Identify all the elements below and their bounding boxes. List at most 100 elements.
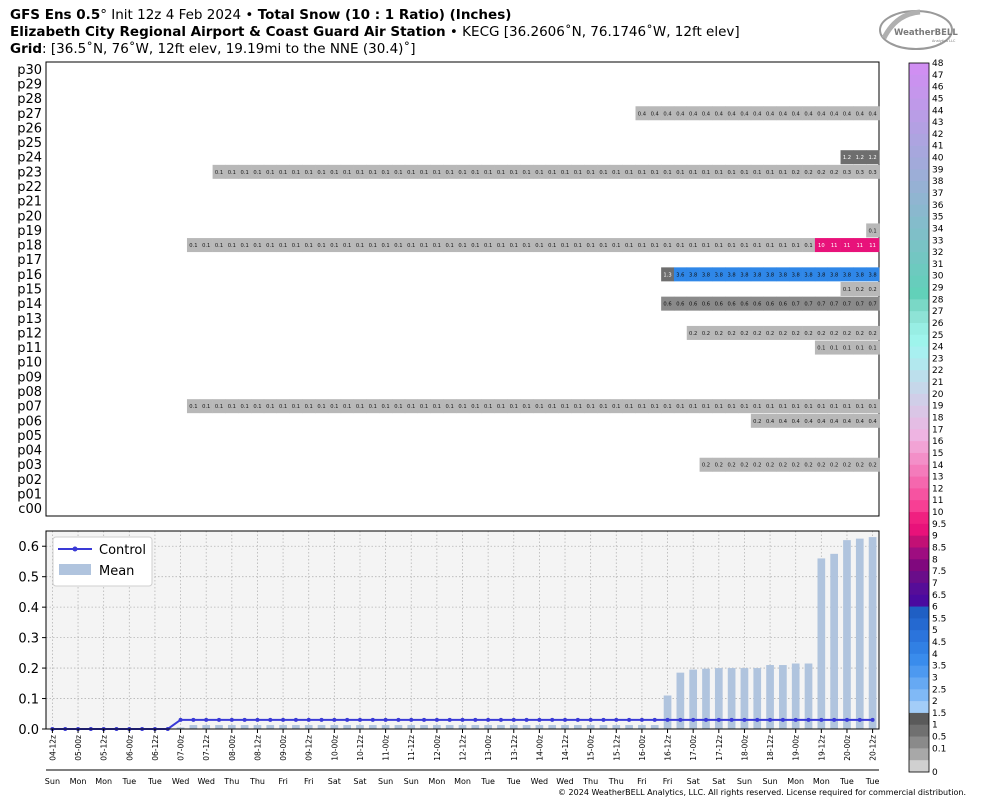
cell-p23-23: [340, 164, 354, 179]
cell-p16-51: [699, 267, 713, 282]
cell-p23-46: [635, 164, 649, 179]
x-tick-label-30: 12-00z: [433, 735, 442, 761]
cell-value-p18-19: 0.1: [292, 243, 300, 249]
cell-value-p06-64: 0.4: [868, 419, 877, 425]
mean-bar-53: [727, 668, 736, 729]
mean-bar-39: [548, 725, 557, 729]
cell-p27-55: [750, 106, 764, 121]
control-point-28: [409, 717, 414, 722]
control-point-45: [627, 717, 632, 722]
cell-value-p18-43: 0.1: [599, 243, 607, 249]
control-point-19: [293, 717, 298, 722]
cell-p14-48: [661, 296, 675, 311]
member-label-p15: p15: [17, 283, 42, 298]
cell-value-p27-60: 0.4: [817, 111, 826, 117]
x-tick-label-56: 18-12z: [766, 735, 775, 761]
cell-p03-58: [789, 457, 803, 472]
mean-bar-36: [509, 725, 518, 729]
cell-value-p14-64: 0.7: [868, 302, 876, 308]
member-label-p04: p04: [17, 444, 42, 459]
mean-bar-22: [330, 725, 339, 729]
colorbar-label-44: 7: [932, 579, 938, 589]
cell-p07-35: [494, 399, 508, 414]
cell-value-p07-59: 0.1: [804, 404, 812, 410]
cell-p12-61: [827, 325, 841, 340]
member-label-p29: p29: [17, 77, 42, 92]
cell-value-p14-56: 0.6: [766, 302, 774, 308]
cell-value-p23-53: 0.1: [727, 170, 735, 176]
cell-p16-64: [866, 267, 880, 282]
cell-p03-64: [866, 457, 880, 472]
cell-p27-48: [661, 106, 675, 121]
x-tick-label-22: 10-00z: [330, 735, 339, 761]
bullet-separator: •: [245, 7, 254, 23]
cell-p18-37: [520, 238, 534, 253]
colorbar-swatch-43: [909, 571, 929, 584]
cell-p18-35: [494, 238, 508, 253]
cell-value-p23-17: 0.1: [266, 170, 274, 176]
cell-value-p03-53: 0.2: [727, 463, 735, 469]
cell-p23-26: [379, 164, 393, 179]
colorbar-swatch-54: [909, 701, 929, 714]
mean-bar-45: [625, 725, 633, 729]
cell-p12-59: [802, 325, 816, 340]
control-point-29: [422, 717, 427, 722]
member-label-p13: p13: [17, 312, 42, 327]
cell-value-p12-64: 0.2: [868, 331, 876, 337]
cell-p14-49: [673, 296, 688, 311]
control-point-20: [306, 717, 311, 722]
control-point-62: [844, 717, 849, 722]
colorbar-swatch-55: [909, 712, 929, 726]
colorbar-label-48: 5: [932, 626, 938, 636]
control-point-49: [678, 717, 683, 722]
cell-p27-53: [725, 106, 739, 121]
cell-p07-41: [571, 399, 585, 414]
mean-bar-64: [868, 537, 877, 729]
cell-value-p16-48: 1.3: [663, 272, 671, 278]
control-point-37: [524, 717, 529, 722]
colorbar-label-42: 8: [932, 555, 938, 565]
cell-p23-20: [302, 164, 316, 179]
cell-value-p14-51: 0.6: [702, 302, 710, 308]
cell-value-p12-54: 0.2: [740, 331, 748, 337]
cell-value-p27-48: 0.4: [663, 111, 672, 117]
mean-bar-59: [804, 663, 813, 729]
mean-bar-38: [535, 725, 544, 729]
cell-value-p07-26: 0.1: [381, 404, 389, 410]
control-point-46: [639, 717, 644, 722]
cell-value-p03-61: 0.2: [830, 463, 838, 469]
mean-bar-43: [599, 725, 608, 729]
cell-value-p12-55: 0.2: [753, 331, 761, 337]
cell-p14-54: [738, 296, 752, 311]
cell-p23-52: [712, 164, 726, 179]
cell-p14-51: [699, 296, 713, 311]
weatherbell-logo: WeatherBELL Analytics LLC: [879, 9, 958, 50]
mean-bar-55: [753, 668, 762, 729]
cell-value-p18-37: 0.1: [522, 243, 530, 249]
x-tick-label-16: 08-12z: [253, 735, 262, 761]
mean-bar-12: [202, 725, 211, 729]
cell-p18-56: [763, 238, 777, 253]
x-tick-label-44: 15-12z: [612, 735, 621, 761]
cell-p07-19: [289, 399, 303, 414]
cell-p18-23: [340, 238, 354, 253]
cell-p16-60: [814, 267, 829, 282]
control-point-11: [191, 717, 196, 722]
cell-value-p14-57: 0.6: [779, 302, 787, 308]
cell-p18-62: [840, 238, 854, 253]
cell-p03-56: [763, 457, 777, 472]
x-tick-label-10: 07-00z: [177, 735, 186, 761]
member-label-p27: p27: [17, 107, 42, 122]
cell-p12-60: [814, 325, 829, 340]
cell-value-p18-12: 0.1: [202, 243, 210, 249]
y-tick-label-1: 0.1: [18, 693, 39, 708]
cell-p07-57: [776, 399, 790, 414]
cell-p23-53: [725, 164, 739, 179]
cell-value-p18-41: 0.1: [574, 243, 582, 249]
x-tick-label-34: 13-00z: [484, 735, 493, 761]
member-label-p18: p18: [17, 239, 42, 254]
plume-frame: [45, 61, 880, 517]
mean-bar-31: [445, 725, 454, 729]
mean-bar-21: [317, 725, 326, 729]
cell-value-p07-50: 0.1: [689, 404, 697, 410]
